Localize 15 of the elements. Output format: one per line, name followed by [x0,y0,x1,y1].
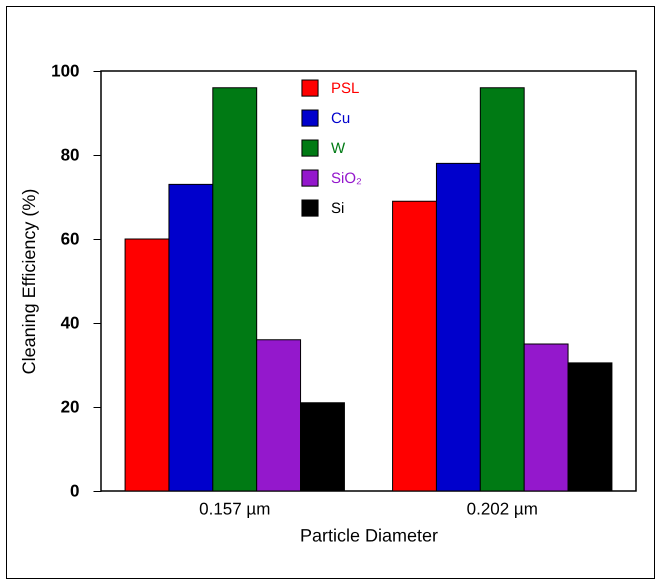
y-tick-label: 80 [60,146,80,164]
y-tick-label: 40 [60,314,80,332]
y-axis-title: Cleaning Efficiency (%) [19,188,40,374]
legend-label: PSL [331,80,360,97]
y-tick-label: 0 [70,482,80,500]
legend-label: Si [331,200,344,217]
legend-label: W [331,140,346,157]
legend-label: Cu [331,110,350,127]
y-tick-label: 20 [60,398,80,416]
x-tick-label: 0.202 µm [466,500,538,518]
y-tick-label: 100 [51,62,80,80]
x-tick-label: 0.157 µm [199,500,270,518]
x-axis-title: Particle Diameter [300,526,438,546]
legend-label: SiO₂ [331,170,362,187]
y-tick-label: 60 [60,230,80,248]
